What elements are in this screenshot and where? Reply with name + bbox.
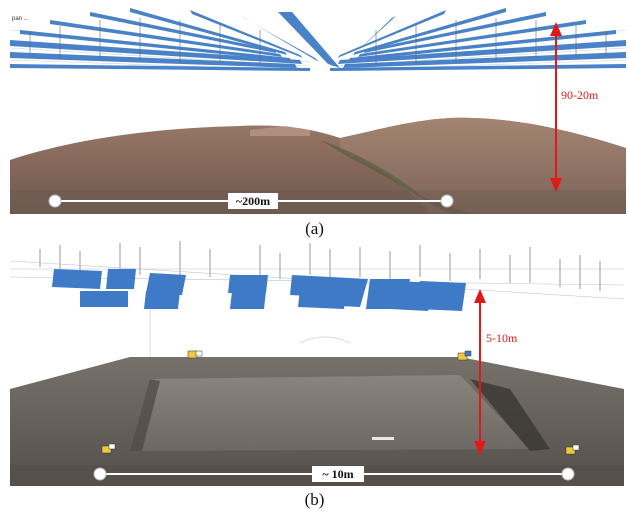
width-scale-bar-a: ~200m [48, 193, 454, 209]
measurement-endpoint-icon [440, 194, 454, 208]
width-label-a: ~200m [236, 194, 270, 208]
excavation-pit [130, 375, 530, 451]
ground-control-marker-icon [187, 350, 203, 359]
caption-a: (a) [305, 219, 324, 238]
caption-b: (b) [304, 490, 325, 509]
camera-wireframes-a [29, 18, 607, 65]
camera-wireframes-b [39, 241, 601, 291]
reconstruction-scene-b: 5-10m ~ 10m [10, 239, 624, 486]
ground-control-marker-icon [565, 444, 580, 455]
height-label-b: 5-10m [486, 331, 518, 345]
corner-label: pan ... [12, 16, 29, 22]
measurement-endpoint-icon [561, 467, 575, 481]
scale-marker [372, 437, 394, 440]
width-scale-bar-b: ~ 10m [93, 466, 575, 482]
vegetation-strip [320, 140, 480, 214]
ground-control-marker-icon [457, 350, 472, 361]
hill-ridge [250, 126, 310, 136]
photo-panel-b: 5-10m ~ 10m [10, 239, 624, 486]
reconstruction-scene-a: pan ... 90-20m ~200m [10, 0, 626, 214]
height-arrow-a [550, 22, 562, 192]
camera-frustum-icon [52, 269, 466, 311]
height-label-a: 90-20m [561, 88, 599, 102]
camera-frustum-icon [330, 8, 626, 71]
measurement-endpoint-icon [93, 467, 107, 481]
pit-shadow [470, 379, 550, 451]
height-arrow-b [474, 289, 486, 455]
width-label-b: ~ 10m [322, 467, 353, 481]
ground-control-marker-icon [101, 443, 116, 454]
measurement-endpoint-icon [48, 194, 62, 208]
photo-panel-a: pan ... 90-20m ~200m [10, 0, 626, 214]
camera-frustum-icon [10, 8, 340, 71]
